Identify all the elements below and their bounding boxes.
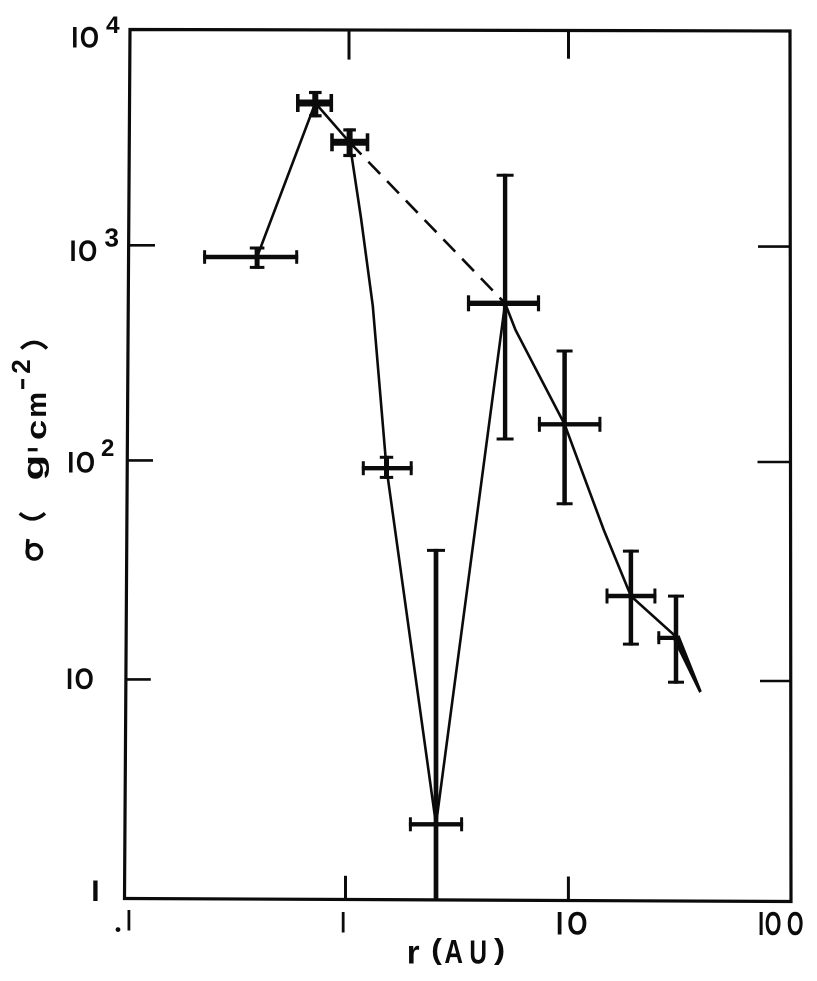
svg-text:IO: IO [67,445,96,479]
svg-text:3: 3 [105,223,119,253]
svg-text:2: 2 [101,435,114,462]
svg-text:m: m [21,392,53,418]
svg-text:U: U [469,935,487,971]
svg-text:IO: IO [71,20,100,54]
svg-text:r: r [407,933,420,970]
svg-text:I: I [91,875,99,908]
svg-text:4: 4 [106,12,120,39]
svg-text:IO: IO [556,906,591,942]
svg-text:A: A [444,934,463,971]
svg-text:): ) [494,933,505,965]
svg-text:(: ( [431,934,443,966]
svg-text:c: c [20,420,53,440]
svg-text:g: g [16,455,49,481]
svg-text:2: 2 [6,359,36,373]
svg-text:I: I [339,907,347,940]
svg-text:IO: IO [66,662,95,696]
svg-text:I: I [125,905,133,938]
svg-text:IOO: IOO [758,905,807,942]
svg-text:IO: IO [70,233,99,267]
